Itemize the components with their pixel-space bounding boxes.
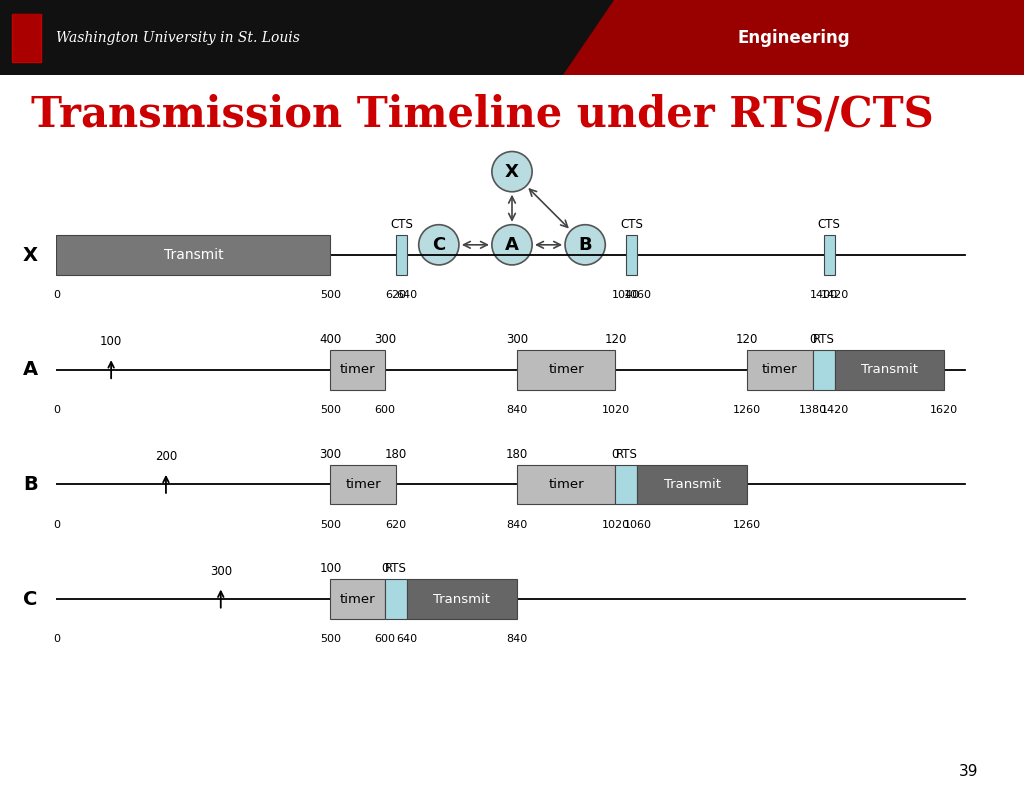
Text: 620: 620	[386, 290, 407, 301]
Circle shape	[492, 152, 532, 191]
Text: 1260: 1260	[733, 405, 761, 415]
Text: timer: timer	[340, 592, 376, 606]
Text: 840: 840	[506, 634, 527, 645]
Text: 0: 0	[53, 634, 59, 645]
Bar	[331, 350, 385, 390]
Bar	[517, 464, 615, 505]
Text: 1040: 1040	[612, 290, 640, 301]
Text: Transmission Timeline under RTS/CTS: Transmission Timeline under RTS/CTS	[31, 93, 934, 135]
Bar	[385, 579, 408, 619]
Text: B: B	[23, 475, 38, 494]
Text: 300: 300	[506, 333, 527, 346]
Text: 0: 0	[382, 562, 389, 575]
Text: 300: 300	[374, 333, 396, 346]
Bar	[12, 13, 41, 62]
Text: Transmit: Transmit	[664, 478, 721, 491]
Text: 200: 200	[155, 450, 177, 463]
Bar	[813, 350, 835, 390]
Text: timer: timer	[340, 363, 376, 377]
Text: 620: 620	[386, 520, 407, 530]
Text: 180: 180	[506, 448, 528, 460]
Text: A: A	[505, 236, 519, 254]
Text: RTS: RTS	[813, 333, 835, 346]
Circle shape	[419, 225, 459, 265]
Bar	[396, 235, 408, 275]
Text: 500: 500	[319, 634, 341, 645]
Bar	[331, 464, 396, 505]
Text: CTS: CTS	[818, 218, 841, 231]
Text: 1020: 1020	[601, 405, 630, 415]
Text: Transmit: Transmit	[861, 363, 918, 377]
Text: timer: timer	[548, 478, 584, 491]
Bar	[627, 235, 637, 275]
Bar	[331, 579, 385, 619]
Text: 300: 300	[210, 565, 231, 577]
Text: Transmit: Transmit	[164, 248, 223, 262]
Text: X: X	[23, 245, 38, 265]
Text: 100: 100	[100, 335, 122, 348]
Bar	[835, 350, 944, 390]
Text: CTS: CTS	[390, 218, 413, 231]
Text: Transmit: Transmit	[433, 592, 490, 606]
Text: 1400: 1400	[810, 290, 838, 301]
Text: 1620: 1620	[930, 405, 958, 415]
Text: 600: 600	[375, 405, 395, 415]
Text: 640: 640	[396, 290, 418, 301]
Text: B: B	[579, 236, 592, 254]
Text: 1260: 1260	[733, 520, 761, 530]
Text: 0: 0	[53, 290, 59, 301]
Text: 0: 0	[809, 333, 816, 346]
Text: timer: timer	[762, 363, 798, 377]
Text: A: A	[23, 360, 38, 380]
Text: 640: 640	[396, 634, 418, 645]
Text: Washington University in St. Louis: Washington University in St. Louis	[56, 31, 300, 44]
Text: 0: 0	[611, 448, 620, 460]
Text: 1420: 1420	[820, 405, 849, 415]
Text: RTS: RTS	[385, 562, 408, 575]
Circle shape	[492, 225, 532, 265]
Text: 1380: 1380	[799, 405, 826, 415]
Bar	[615, 464, 637, 505]
Text: C: C	[432, 236, 445, 254]
Bar	[823, 235, 835, 275]
Text: 840: 840	[506, 405, 527, 415]
Bar	[408, 579, 517, 619]
Text: 600: 600	[375, 634, 395, 645]
Text: 500: 500	[319, 405, 341, 415]
Text: 120: 120	[736, 333, 758, 346]
Bar	[56, 235, 331, 275]
Text: 1020: 1020	[601, 520, 630, 530]
Text: timer: timer	[548, 363, 584, 377]
Text: Engineering: Engineering	[737, 28, 850, 47]
Text: CTS: CTS	[621, 218, 643, 231]
Bar	[13, 14, 40, 61]
Text: X: X	[505, 163, 519, 180]
Text: 120: 120	[604, 333, 627, 346]
Text: 180: 180	[385, 448, 408, 460]
Text: timer: timer	[345, 478, 381, 491]
Text: 100: 100	[319, 562, 342, 575]
Text: 0: 0	[53, 520, 59, 530]
Bar	[517, 350, 615, 390]
Text: 1060: 1060	[624, 520, 651, 530]
Text: 1420: 1420	[820, 290, 849, 301]
Text: C: C	[24, 589, 38, 609]
Text: 1060: 1060	[624, 290, 651, 301]
Text: 840: 840	[506, 520, 527, 530]
Text: 0: 0	[53, 405, 59, 415]
Bar	[746, 350, 813, 390]
Circle shape	[565, 225, 605, 265]
Bar	[637, 464, 746, 505]
Text: 400: 400	[319, 333, 342, 346]
Text: RTS: RTS	[615, 448, 637, 460]
Polygon shape	[563, 0, 1024, 75]
Text: 300: 300	[319, 448, 341, 460]
Text: 500: 500	[319, 290, 341, 301]
Text: 39: 39	[958, 764, 979, 778]
Text: 500: 500	[319, 520, 341, 530]
